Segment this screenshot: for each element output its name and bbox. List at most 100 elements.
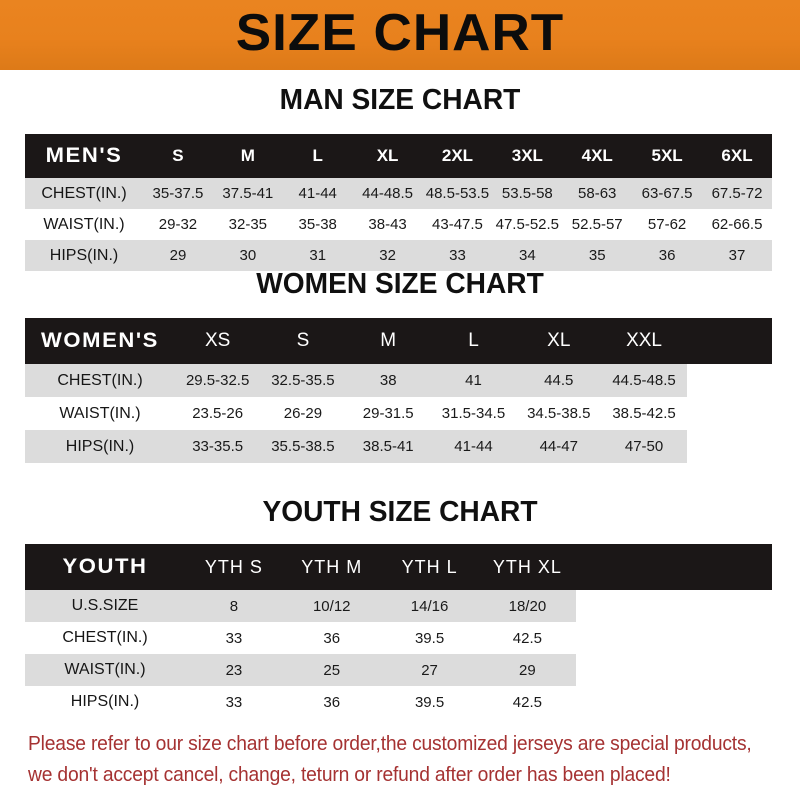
row-label: HIPS(IN.)	[70, 693, 140, 710]
measurement-cell: 29	[519, 661, 536, 679]
measurement-cell: 41	[465, 372, 482, 389]
section-title-women: WOMEN SIZE CHART	[256, 268, 544, 300]
measurement-cell: 29-31.5	[362, 405, 414, 422]
table-row: CHEST(IN.) 29.5-32.5 32.5-35.5 38 41 44.5 44.5…	[25, 364, 772, 397]
measurement-cell-empty	[576, 622, 675, 654]
man-column-header: M	[240, 146, 255, 165]
row-label: CHEST(IN.)	[57, 371, 143, 389]
row-label: WAIST(IN.)	[59, 404, 141, 422]
measurement-cell: 18/20	[508, 597, 547, 615]
measurement-cell: 58-63	[578, 185, 617, 202]
table-row: WAIST(IN.) 29-32 32-35 35-38 38-43 43-47.5 47.…	[25, 209, 772, 240]
measurement-cell: 44-47	[539, 438, 578, 455]
measurement-cell: 34.5-38.5	[527, 405, 591, 422]
footer-note-line-2: we don't accept cancel, change, teturn o…	[28, 763, 671, 786]
measurement-cell: 35.5-38.5	[271, 438, 335, 455]
measurement-cell-empty	[576, 654, 675, 686]
measurement-cell: 33-35.5	[192, 438, 244, 455]
measurement-cell: 35	[588, 247, 606, 264]
table-row: CHEST(IN.) 33 36 39.5 42.5	[25, 622, 772, 654]
measurement-cell: 34	[518, 247, 536, 264]
measurement-cell-empty	[674, 686, 772, 718]
women-column-header: L	[468, 330, 479, 351]
measurement-cell: 57-62	[647, 216, 687, 233]
measurement-cell-empty	[686, 364, 772, 397]
table-row: HIPS(IN.) 33-35.5 35.5-38.5 38.5-41 41-44 44-…	[25, 430, 772, 463]
women-size-table: WOMEN'S XS S M L XL XXL CHEST(IN.) 29.5-32.5 32.5…	[25, 318, 772, 463]
youth-column-header-empty	[674, 544, 772, 590]
measurement-cell-empty	[674, 622, 772, 654]
measurement-cell: 36	[658, 247, 676, 264]
measurement-cell: 52.5-57	[571, 216, 623, 233]
man-column-header: 3XL	[511, 146, 543, 165]
measurement-cell: 26-29	[283, 405, 323, 422]
row-label: HIPS(IN.)	[65, 437, 135, 455]
measurement-cell: 62-66.5	[711, 216, 763, 233]
header-banner: SIZE CHART	[0, 0, 800, 70]
measurement-cell: 39.5	[414, 629, 445, 647]
man-size-table: MEN'S S M L XL 2XL 3XL 4XL 5XL 6XL CHEST(IN.) 35-37…	[25, 134, 772, 271]
measurement-cell: 29.5-32.5	[185, 372, 250, 389]
measurement-cell: 33	[449, 247, 466, 264]
youth-corner-label: YOUTH	[62, 555, 148, 578]
measurement-cell: 35-37.5	[152, 185, 204, 202]
measurement-cell-empty	[674, 590, 772, 622]
row-label: CHEST(IN.)	[62, 629, 148, 646]
women-column-header: XXL	[626, 330, 662, 351]
table-row: WAIST(IN.) 23 25 27 29	[25, 654, 772, 686]
section-title-man: MAN SIZE CHART	[279, 84, 521, 116]
section-title-youth: YOUTH SIZE CHART	[262, 496, 538, 528]
footer-note: Please refer to our size chart before or…	[28, 728, 752, 790]
measurement-cell: 47.5-52.5	[495, 216, 560, 233]
man-column-header: 6XL	[721, 146, 753, 165]
man-column-header: L	[312, 146, 323, 165]
measurement-cell: 41-44	[298, 185, 337, 202]
measurement-cell: 29-32	[158, 216, 198, 233]
footer-note-line-1: Please refer to our size chart before or…	[28, 732, 752, 755]
measurement-cell: 14/16	[410, 597, 449, 615]
measurement-cell: 47-50	[624, 438, 664, 455]
youth-column-header: YTH S	[204, 556, 263, 577]
measurement-cell: 43-47.5	[432, 216, 483, 233]
youth-column-header: YTH XL	[492, 556, 562, 577]
women-column-header: XL	[547, 330, 571, 351]
measurement-cell: 63-67.5	[641, 185, 693, 202]
measurement-cell: 53.5-58	[501, 185, 553, 202]
youth-column-header: YTH L	[401, 556, 458, 577]
table-row: U.S.SIZE 8 10/12 14/16 18/20	[25, 590, 772, 622]
measurement-cell: 25	[323, 661, 341, 679]
measurement-cell: 23.5-26	[192, 405, 244, 422]
women-table-header-row: WOMEN'S XS S M L XL XXL	[25, 318, 772, 364]
row-label: CHEST(IN.)	[41, 184, 127, 202]
man-column-header: 2XL	[441, 146, 474, 165]
table-row: HIPS(IN.) 33 36 39.5 42.5	[25, 686, 772, 718]
measurement-cell: 30	[239, 247, 257, 264]
measurement-cell: 10/12	[312, 597, 351, 615]
man-column-header: S	[172, 146, 184, 165]
women-corner-label: WOMEN'S	[41, 329, 159, 352]
measurement-cell: 38.5-41	[362, 438, 414, 455]
measurement-cell: 48.5-53.5	[425, 185, 490, 202]
women-column-header: S	[296, 330, 310, 351]
measurement-cell: 41-44	[454, 438, 493, 455]
measurement-cell: 37.5-41	[222, 185, 274, 202]
table-row: WAIST(IN.) 23.5-26 26-29 29-31.5 31.5-34.5 34…	[25, 397, 772, 430]
measurement-cell: 8	[229, 597, 239, 615]
measurement-cell: 27	[421, 661, 438, 679]
row-label: WAIST(IN.)	[43, 215, 125, 233]
measurement-cell-empty	[686, 397, 772, 430]
measurement-cell: 33	[225, 693, 243, 711]
measurement-cell: 44.5	[544, 372, 574, 389]
youth-size-table: YOUTH YTH S YTH M YTH L YTH XL U.S.SIZE 8 10/12…	[25, 544, 772, 718]
man-column-header: 5XL	[651, 146, 683, 165]
measurement-cell: 44.5-48.5	[612, 372, 676, 389]
women-column-header: M	[380, 330, 397, 351]
measurement-cell: 29	[169, 247, 187, 264]
row-label: U.S.SIZE	[71, 597, 139, 614]
measurement-cell: 35-38	[298, 216, 337, 233]
measurement-cell: 67.5-72	[711, 185, 763, 202]
measurement-cell: 42.5	[512, 629, 542, 647]
man-column-header: 4XL	[581, 146, 613, 165]
measurement-cell: 32-35	[228, 216, 268, 233]
measurement-cell: 32.5-35.5	[271, 372, 335, 389]
